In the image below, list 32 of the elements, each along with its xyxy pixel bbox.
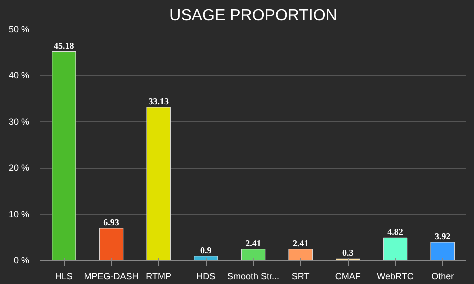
y-tick-label: 30 % [8,116,30,127]
x-tick-label: HDS [196,272,216,282]
data-label: 0.9 [200,245,212,256]
data-label: 3.92 [434,231,452,242]
y-tick-label: 50 % [8,24,30,34]
bar [99,228,124,260]
x-tick-label: WebRTC [377,272,414,282]
x-tick-label: RTMP [146,272,172,282]
bar [430,242,455,260]
y-tick-label: 20 % [8,163,30,174]
x-tick-label: MPEG-DASH [84,272,139,282]
data-label: 4.82 [388,227,404,238]
y-tick-label: 40 % [8,70,30,81]
bar [52,51,76,260]
bar [383,238,408,260]
y-tick-label: 10 % [8,209,30,220]
data-label: 45.18 [54,40,75,51]
data-label: 6.93 [104,217,120,228]
x-tick-label: Other [432,272,454,282]
chart-title: USAGE PROPORTION [170,8,338,24]
x-tick-label: Smooth Str... [227,272,280,282]
data-label: 33.13 [148,96,170,106]
x-tick-label: HLS [55,272,73,282]
bar [146,107,171,260]
x-tick-label: SRT [292,272,310,282]
data-label: 0.3 [342,248,354,258]
bar [288,249,313,260]
x-tick-label: CMAF [335,272,362,282]
data-label: 2.41 [246,238,262,248]
y-tick-label: 0 % [14,256,30,266]
data-label: 2.41 [292,238,310,248]
bar [241,249,266,260]
